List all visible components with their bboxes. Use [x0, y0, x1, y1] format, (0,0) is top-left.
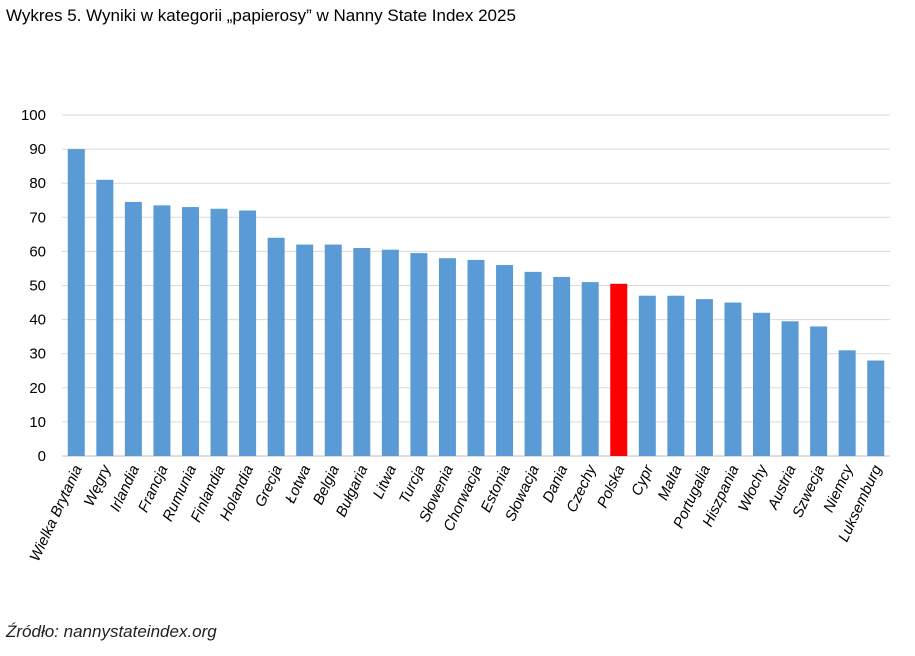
bar	[96, 179, 114, 457]
bar	[67, 149, 85, 456]
x-tick-label: Cypr	[628, 462, 657, 499]
x-tick-label: Malta	[655, 463, 686, 503]
y-tick-label: 80	[29, 175, 46, 192]
bar	[124, 201, 142, 456]
bar-highlight	[610, 283, 628, 456]
bars	[67, 149, 885, 457]
y-tick-label: 90	[29, 141, 46, 158]
bar	[496, 265, 514, 456]
bar	[267, 237, 285, 456]
bar	[753, 312, 771, 456]
bar	[724, 302, 742, 456]
bar	[438, 258, 456, 456]
y-tick-label: 40	[29, 312, 46, 329]
y-tick-label: 60	[29, 243, 46, 260]
bar	[867, 360, 885, 456]
bar	[810, 326, 828, 456]
y-tick-label: 30	[29, 346, 46, 363]
x-tick-label: Wielka Brytania	[27, 463, 86, 565]
y-tick-label: 70	[29, 209, 46, 226]
x-axis-ticks: Wielka BrytaniaWęgryIrlandiaFrancjaRumun…	[27, 461, 886, 564]
bar	[667, 295, 685, 456]
y-tick-label: 50	[29, 278, 46, 295]
bar	[695, 299, 713, 456]
y-tick-label: 0	[38, 448, 46, 465]
bar	[239, 210, 257, 456]
chart-title: Wykres 5. Wyniki w kategorii „papierosy”…	[6, 6, 516, 25]
bar	[153, 205, 171, 456]
bar	[581, 282, 599, 456]
y-tick-label: 100	[21, 107, 46, 124]
bar	[838, 350, 856, 456]
bar	[181, 207, 199, 456]
bar	[324, 244, 342, 456]
bar	[296, 244, 314, 456]
bar	[781, 321, 799, 456]
bar	[210, 208, 228, 456]
y-tick-label: 10	[29, 414, 46, 431]
y-axis-ticks: 0 10 20 30 40 50 60 70 80 90 100	[21, 107, 46, 465]
y-tick-label: 20	[29, 380, 46, 397]
bar	[524, 271, 542, 456]
bar	[553, 276, 571, 456]
source-note: Źródło: nannystateindex.org	[6, 622, 217, 641]
bar	[410, 253, 428, 456]
bar	[381, 249, 399, 456]
bar	[638, 295, 656, 456]
bar	[467, 259, 485, 456]
x-tick-label: Litwa	[370, 463, 400, 502]
bar	[353, 247, 371, 456]
